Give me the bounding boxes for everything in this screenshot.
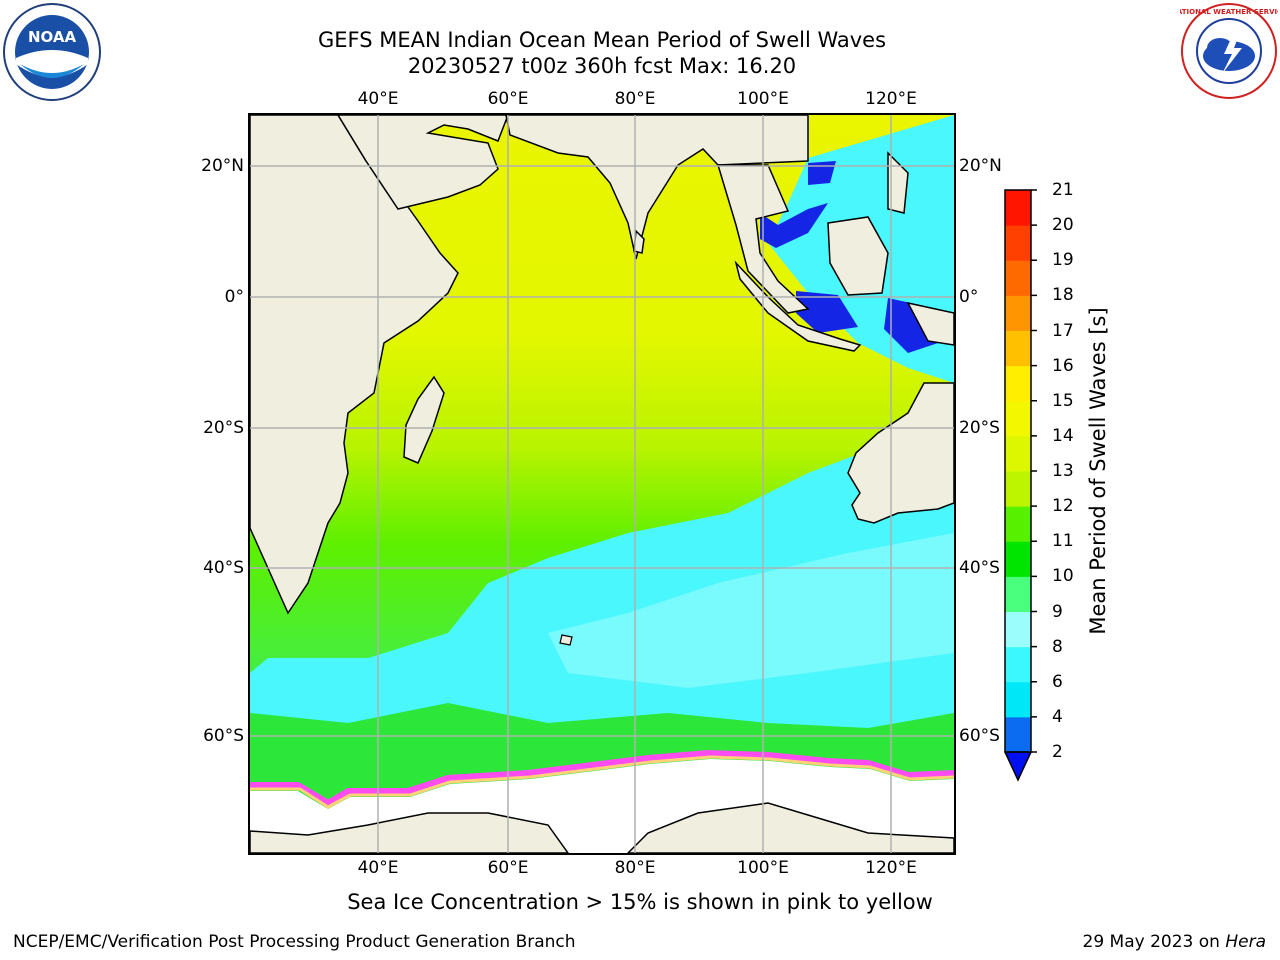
colorbar-tick-label: 4 (1052, 706, 1063, 727)
colorbar-segment (1005, 576, 1031, 612)
lat-label-right: 20°S (959, 418, 1000, 438)
colorbar-tick-label: 8 (1052, 636, 1063, 657)
colorbar-tick-label: 13 (1052, 461, 1074, 481)
colorbar-tick-label: 9 (1052, 601, 1063, 622)
lat-label-right: 60°S (959, 726, 1000, 746)
lat-label-right: 0° (959, 287, 979, 307)
colorbar-segment (1005, 260, 1031, 296)
sea-ice-margin (250, 755, 954, 809)
lat-label-left: 20°N (201, 156, 244, 176)
lon-label-bottom: 60°E (487, 858, 529, 878)
colorbar-segment (1005, 225, 1031, 261)
arabia-land (337, 115, 509, 210)
colorbar-tick-label: 19 (1052, 250, 1074, 271)
gridlines (250, 115, 954, 853)
lat-label-left: 40°S (203, 558, 244, 578)
chart-subtitle: 20230527 t00z 360h fcst Max: 16.20 (407, 54, 797, 78)
low-period-region-light (548, 533, 954, 688)
lon-label-bottom: 40°E (357, 858, 399, 878)
lat-label-right: 40°S (959, 558, 1000, 578)
svg-text:NOAA: NOAA (28, 28, 77, 46)
footer-credit: NCEP/EMC/Verification Post Processing Pr… (13, 932, 576, 952)
sea-ice-edge (250, 749, 954, 807)
noaa-logo: NOAA (3, 3, 101, 101)
colorbar (1003, 189, 1037, 782)
chart-title: GEFS MEAN Indian Ocean Mean Period of Sw… (317, 28, 887, 52)
sumatra-java-land (734, 260, 862, 352)
colorbar-label: Mean Period of Swell Waves [s] (1086, 307, 1110, 635)
lon-label-top: 100°E (737, 89, 789, 109)
colorbar-segment (1005, 611, 1031, 648)
colorbar-segment (1005, 716, 1031, 753)
colorbar-segment (1005, 295, 1031, 331)
colorbar-segment (1005, 541, 1031, 577)
new-guinea-land (906, 301, 954, 346)
colorbar-tick-label: 14 (1052, 425, 1074, 446)
colorbar-tick-label: 17 (1052, 320, 1074, 341)
kerguelen-island (559, 634, 573, 646)
lat-label-left: 60°S (203, 726, 244, 746)
colorbar-segment (1005, 400, 1031, 437)
colorbar-tick-label: 20 (1052, 215, 1074, 236)
svg-text:NATIONAL WEATHER SERVICE: NATIONAL WEATHER SERVICE (1180, 8, 1278, 16)
australia-land (847, 382, 954, 524)
lon-label-top: 80°E (614, 89, 656, 109)
lon-label-top: 40°E (357, 89, 399, 109)
lon-label-bottom: 120°E (865, 858, 917, 878)
colorbar-segment (1005, 365, 1031, 402)
lon-label-top: 120°E (865, 89, 917, 109)
colorbar-tick-label: 2 (1052, 742, 1063, 762)
colorbar-segment (1005, 435, 1031, 472)
madagascar-land (403, 375, 445, 464)
colorbar-tick-label: 10 (1052, 566, 1074, 587)
borneo-land (827, 216, 889, 296)
lon-label-bottom: 100°E (737, 858, 789, 878)
colorbar-segment (1005, 506, 1031, 542)
colorbar-extend-arrow (1003, 751, 1033, 782)
colorbar-tick-label: 21 (1052, 180, 1074, 200)
colorbar-tick-label: 16 (1052, 355, 1074, 376)
national-weather-service-logo: NATIONAL WEATHER SERVICE (1180, 3, 1278, 99)
colorbar-tick-label: 12 (1052, 496, 1074, 517)
lat-label-right: 20°N (959, 156, 1002, 176)
lon-label-bottom: 80°E (614, 858, 656, 878)
swell-period-map (248, 113, 956, 855)
colorbar-tick-label: 15 (1052, 390, 1074, 411)
colorbar-segment (1005, 646, 1031, 683)
lon-label-top: 60°E (487, 89, 529, 109)
footer-date-text: 29 May 2023 on (1082, 932, 1226, 952)
colorbar-segment (1005, 330, 1031, 367)
colorbar-tick-label: 18 (1052, 285, 1074, 306)
colorbar-segment (1005, 190, 1031, 226)
colorbar-tick-label: 11 (1052, 531, 1074, 552)
southeast-asia-land (716, 164, 810, 314)
map-frame (248, 113, 956, 855)
colorbar-segment (1005, 681, 1031, 718)
colorbar-tick-label: 6 (1052, 671, 1063, 692)
footer-host: Hera (1225, 932, 1266, 952)
sea-ice-note: Sea Ice Concentration > 15% is shown in … (347, 890, 933, 914)
lat-label-left: 0° (224, 287, 244, 307)
lat-label-left: 20°S (203, 418, 244, 438)
antarctica-land (250, 802, 954, 853)
footer-date: 29 May 2023 on Hera (1083, 932, 1267, 952)
colorbar-segment (1005, 471, 1031, 507)
